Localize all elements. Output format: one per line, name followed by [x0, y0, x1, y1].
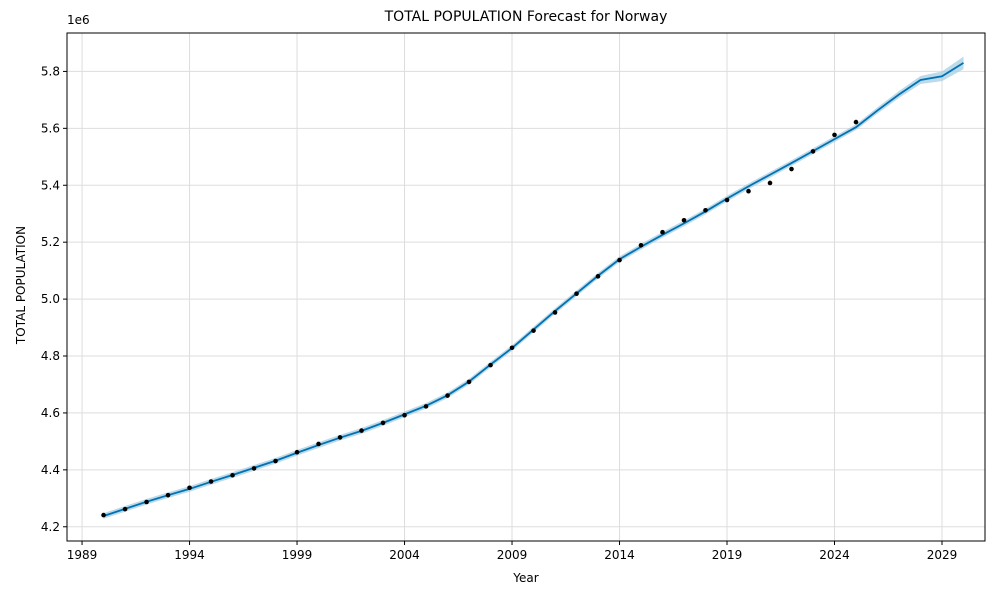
- plot-frame: [66, 32, 986, 542]
- observed-point: [402, 412, 407, 418]
- grid-layer: [67, 33, 985, 541]
- y-tick-label: 4.4: [41, 463, 60, 477]
- observed-point: [703, 208, 708, 213]
- chart-title: TOTAL POPULATION Forecast for Norway: [384, 9, 668, 25]
- y-tick-label: 5.6: [41, 121, 60, 135]
- observed-point: [187, 485, 192, 491]
- y-offset-label: 1e6: [67, 13, 90, 27]
- observed-point: [660, 229, 665, 235]
- observed-point: [767, 180, 773, 186]
- x-tick-label: 1994: [174, 548, 205, 562]
- y-axis-label: TOTAL POPULATION: [14, 226, 28, 345]
- observed-point: [617, 257, 622, 263]
- observed-point: [853, 119, 859, 125]
- observed-point: [746, 188, 751, 194]
- x-tick-label: 1989: [67, 548, 98, 562]
- x-tick-label: 2019: [712, 548, 743, 562]
- observed-point: [552, 310, 558, 315]
- observed-point: [531, 328, 536, 333]
- y-tick-label: 5.2: [41, 235, 60, 249]
- observed-point: [595, 274, 601, 279]
- observed-point: [380, 420, 386, 426]
- observed-point: [230, 472, 235, 478]
- observed-points-layer: [101, 119, 859, 518]
- x-tick-label: 2004: [389, 548, 420, 562]
- observed-point: [208, 479, 214, 484]
- observed-point: [638, 243, 644, 248]
- observed-point: [724, 197, 730, 203]
- observed-point: [359, 428, 364, 433]
- x-tick-label: 2009: [497, 548, 528, 562]
- observed-point: [466, 379, 472, 385]
- observed-point: [789, 166, 794, 172]
- observed-point: [488, 362, 493, 368]
- observed-point: [832, 132, 837, 138]
- x-tick-label: 2029: [927, 548, 958, 562]
- observed-point: [165, 492, 171, 498]
- y-tick-label: 4.6: [41, 406, 60, 420]
- y-tick-label: 4.2: [41, 520, 60, 534]
- y-tick-label: 5.4: [41, 178, 60, 192]
- x-tick-label: 2024: [819, 548, 850, 562]
- y-tick-label: 5.0: [41, 292, 60, 306]
- observed-point: [445, 393, 450, 398]
- observed-point: [273, 458, 278, 464]
- y-tick-label: 5.8: [41, 64, 60, 78]
- x-tick-label: 2014: [604, 548, 635, 562]
- observed-point: [574, 291, 579, 296]
- x-axis-ticks: 1989 1994 1999 2004 2009 2014 2019 2024 2029: [67, 541, 958, 562]
- observed-point: [509, 345, 515, 351]
- observed-point: [144, 499, 149, 505]
- observed-point: [423, 404, 429, 409]
- x-tick-label: 1999: [282, 548, 313, 562]
- observed-point: [316, 441, 321, 447]
- observed-point: [294, 449, 300, 455]
- observed-point: [101, 512, 106, 518]
- observed-point: [681, 217, 687, 223]
- x-axis-label: Year: [512, 571, 538, 585]
- observed-point: [810, 149, 816, 154]
- observed-point: [251, 466, 257, 471]
- observed-point: [122, 506, 128, 512]
- y-tick-label: 4.8: [41, 349, 60, 363]
- y-axis-ticks: 4.2 4.4 4.6 4.8 5.0 5.2 5.4 5.6 5.8: [41, 64, 67, 534]
- observed-point: [337, 435, 343, 440]
